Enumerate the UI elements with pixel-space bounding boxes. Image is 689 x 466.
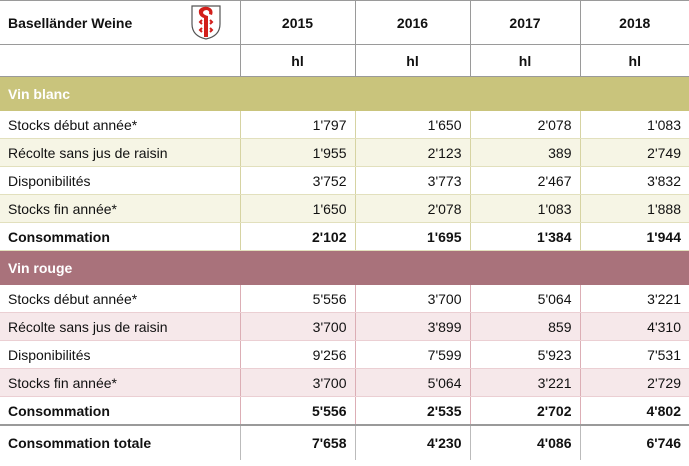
section-title: Vin blanc: [0, 76, 689, 111]
data-row: Stocks fin année* 1'650 2'078 1'083 1'888: [0, 194, 689, 223]
unit-header: hl: [579, 44, 689, 77]
row-label: Consommation: [0, 396, 241, 426]
data-row: Disponibilités 3'752 3'773 2'467 3'832: [0, 166, 689, 195]
data-row: Consommation 5'556 2'535 2'702 4'802: [0, 396, 689, 426]
value-cell: 2'749: [580, 138, 689, 167]
value-cell: 4'310: [580, 312, 689, 341]
value-cell: 6'746: [580, 424, 689, 460]
value-cell: 2'078: [470, 111, 581, 139]
section-title: Vin rouge: [0, 250, 689, 285]
header-row: Baselländer Weine 2015 2016 2017 2018: [0, 0, 689, 45]
value-cell: 3'832: [580, 166, 689, 195]
data-row: Stocks début année* 5'556 3'700 5'064 3'221: [0, 285, 689, 313]
unit-header: hl: [354, 44, 470, 77]
value-cell: 859: [470, 312, 581, 341]
year-header: 2018: [579, 0, 689, 45]
unit-header: hl: [239, 44, 355, 77]
data-row: Récolte sans jus de raisin 1'955 2'123 389 2…: [0, 138, 689, 167]
value-cell: 5'064: [470, 285, 581, 313]
empty-cell: [0, 44, 240, 77]
value-cell: 7'658: [240, 424, 356, 460]
value-cell: 4'230: [355, 424, 471, 460]
value-cell: 3'899: [355, 312, 471, 341]
value-cell: 1'650: [355, 111, 471, 139]
value-cell: 1'083: [580, 111, 689, 139]
row-label: Stocks début année*: [0, 285, 241, 313]
value-cell: 5'556: [240, 396, 356, 426]
year-header: 2016: [354, 0, 470, 45]
data-row: Consommation 2'102 1'695 1'384 1'944: [0, 222, 689, 251]
unit-header: hl: [469, 44, 580, 77]
row-label: Disponibilités: [0, 340, 241, 369]
value-cell: 1'650: [240, 194, 356, 223]
table-title: Baselländer Weine: [0, 0, 240, 45]
value-cell: 2'467: [470, 166, 581, 195]
section-row: Vin rouge: [0, 250, 689, 285]
year-header: 2017: [469, 0, 580, 45]
value-cell: 1'888: [580, 194, 689, 223]
unit-row: hl hl hl hl: [0, 44, 689, 77]
value-cell: 7'531: [580, 340, 689, 369]
value-cell: 3'221: [580, 285, 689, 313]
data-row: Stocks fin année* 3'700 5'064 3'221 2'729: [0, 368, 689, 397]
row-label: Stocks fin année*: [0, 368, 241, 397]
value-cell: 5'923: [470, 340, 581, 369]
value-cell: 5'064: [355, 368, 471, 397]
coat-of-arms: [191, 5, 221, 40]
value-cell: 2'702: [470, 396, 581, 426]
data-row: Récolte sans jus de raisin 3'700 3'899 859 4…: [0, 312, 689, 341]
value-cell: 2'102: [240, 222, 356, 251]
value-cell: 2'123: [355, 138, 471, 167]
row-label: Récolte sans jus de raisin: [0, 138, 241, 167]
value-cell: 389: [470, 138, 581, 167]
value-cell: 2'535: [355, 396, 471, 426]
value-cell: 3'752: [240, 166, 356, 195]
data-row: Stocks début année* 1'797 1'650 2'078 1'083: [0, 111, 689, 139]
value-cell: 3'773: [355, 166, 471, 195]
row-label: Stocks fin année*: [0, 194, 241, 223]
value-cell: 1'955: [240, 138, 356, 167]
value-cell: 7'599: [355, 340, 471, 369]
value-cell: 1'944: [580, 222, 689, 251]
row-label: Stocks début année*: [0, 111, 241, 139]
value-cell: 4'086: [470, 424, 581, 460]
data-row: Disponibilités 9'256 7'599 5'923 7'531: [0, 340, 689, 369]
value-cell: 3'700: [240, 368, 356, 397]
value-cell: 3'700: [240, 312, 356, 341]
title-text: Baselländer Weine: [8, 14, 133, 31]
total-row: Consommation totale 7'658 4'230 4'086 6'746: [0, 424, 689, 460]
row-label: Récolte sans jus de raisin: [0, 312, 241, 341]
value-cell: 5'556: [240, 285, 356, 313]
value-cell: 1'797: [240, 111, 356, 139]
section-row: Vin blanc: [0, 76, 689, 111]
value-cell: 2'729: [580, 368, 689, 397]
row-label: Consommation: [0, 222, 241, 251]
row-label: Disponibilités: [0, 166, 241, 195]
value-cell: 1'695: [355, 222, 471, 251]
value-cell: 1'384: [470, 222, 581, 251]
year-header: 2015: [239, 0, 355, 45]
value-cell: 4'802: [580, 396, 689, 426]
row-label: Consommation totale: [0, 424, 241, 460]
value-cell: 2'078: [355, 194, 471, 223]
value-cell: 3'700: [355, 285, 471, 313]
value-cell: 3'221: [470, 368, 581, 397]
value-cell: 1'083: [470, 194, 581, 223]
value-cell: 9'256: [240, 340, 356, 369]
